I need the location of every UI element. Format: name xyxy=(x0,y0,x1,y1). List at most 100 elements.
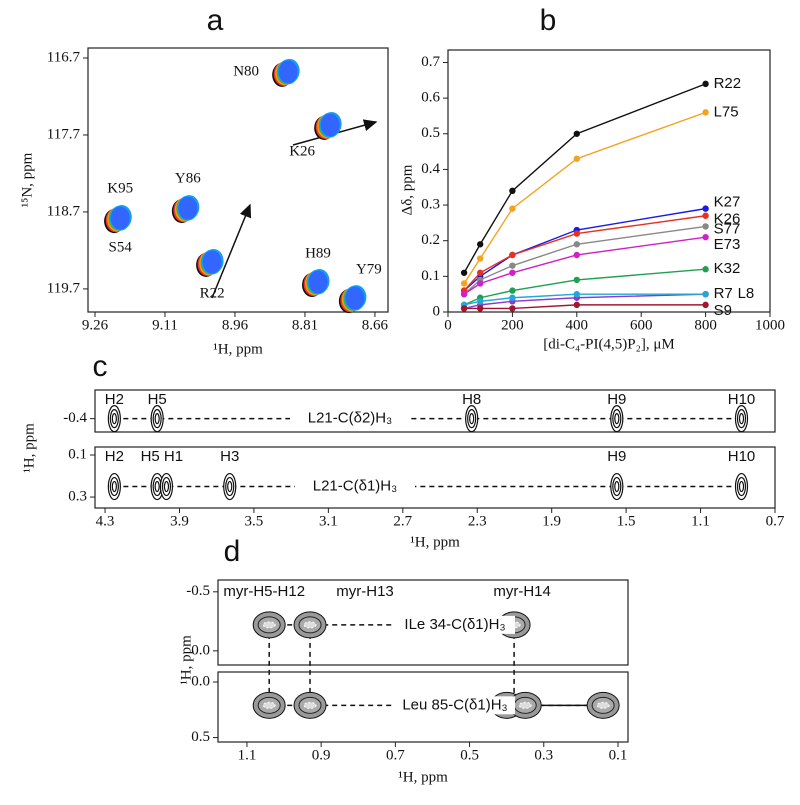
series-label: E73 xyxy=(714,236,741,253)
peak xyxy=(303,621,317,629)
series-label: R7 xyxy=(714,285,733,302)
plot-frame xyxy=(87,47,389,313)
peak-label: myr-H5-H12 xyxy=(223,583,305,600)
data-point xyxy=(477,255,484,262)
y-tick-label: 0.3 xyxy=(68,488,87,504)
contour-ring xyxy=(612,476,622,497)
x-tick-label: 9.26 xyxy=(82,317,109,333)
peak-label: K95 xyxy=(107,181,133,197)
peak-label: H10 xyxy=(728,448,756,465)
data-point xyxy=(509,269,516,276)
peak-label: H89 xyxy=(305,245,331,261)
shift-arrow xyxy=(211,203,252,299)
series-label: K26 xyxy=(714,211,741,228)
data-point xyxy=(509,287,516,294)
x-tick-label: 0.7 xyxy=(766,513,785,529)
x-tick-label: 1000 xyxy=(755,317,785,333)
data-point xyxy=(702,205,709,212)
y-tick-label: 117.7 xyxy=(47,126,81,142)
contour-ring xyxy=(109,409,119,429)
peak xyxy=(738,413,745,425)
peak xyxy=(319,112,341,138)
data-point xyxy=(477,269,484,276)
data-point xyxy=(509,262,516,269)
fit-line xyxy=(463,236,706,295)
contour-ring xyxy=(109,476,119,497)
x-tick-label: 1.1 xyxy=(238,747,257,763)
x-tick-label: 800 xyxy=(694,317,717,333)
y-tick-label: 0.1 xyxy=(421,268,440,284)
peak xyxy=(277,59,299,85)
peak-label: N80 xyxy=(233,63,259,79)
y-tick-label: 0.4 xyxy=(421,161,440,177)
y-axis-label: ¹⁵N, ppm xyxy=(19,152,35,207)
peak xyxy=(109,205,131,231)
peak-label: myr-H14 xyxy=(493,583,551,600)
peak-label: H2 xyxy=(105,391,124,408)
peak xyxy=(111,480,117,493)
peak xyxy=(201,249,223,275)
data-point xyxy=(702,109,709,116)
panel-letter: b xyxy=(540,4,557,37)
data-point xyxy=(702,80,709,88)
plot-frame xyxy=(217,671,629,743)
fit-line xyxy=(464,304,706,310)
x-tick-label: 1.9 xyxy=(542,513,561,529)
plot-frame xyxy=(94,389,776,433)
peak-label: H9 xyxy=(607,391,626,408)
contour-ring xyxy=(225,476,235,497)
data-point xyxy=(573,290,580,298)
series-label: K27 xyxy=(714,194,741,211)
x-tick-label: 4.3 xyxy=(96,513,115,529)
peak xyxy=(154,480,160,493)
peak xyxy=(177,195,199,221)
y-tick-label: -0.5 xyxy=(186,583,210,599)
series-label: K32 xyxy=(714,260,741,277)
x-tick-label: 0.9 xyxy=(312,747,331,763)
x-tick-label: 200 xyxy=(501,317,524,333)
y-tick-label: 0.1 xyxy=(68,446,87,462)
x-tick-label: 0.7 xyxy=(386,747,405,763)
y-tick-label: 0.0 xyxy=(191,673,210,689)
plot-frame xyxy=(94,446,776,509)
x-tick-label: 2.3 xyxy=(468,513,487,529)
fit-line xyxy=(463,111,706,284)
plot-frame xyxy=(217,579,629,666)
x-tick-label: 1.1 xyxy=(691,513,710,529)
x-axis-label: ¹H, ppm xyxy=(410,534,460,550)
peak-label: Y79 xyxy=(356,262,382,278)
x-tick-label: 8.96 xyxy=(222,317,249,333)
y-axis-label: ¹H, ppm xyxy=(178,635,194,685)
series-label: S9 xyxy=(714,302,732,319)
x-tick-label: 2.7 xyxy=(393,513,412,529)
data-point xyxy=(509,305,516,312)
y-tick-label: -0.4 xyxy=(63,410,87,426)
data-point xyxy=(477,305,484,312)
y-tick-label: 118.7 xyxy=(47,203,81,219)
annotation: ILe 34-C(δ1)H₃ xyxy=(404,616,505,633)
data-point xyxy=(509,294,516,301)
contour-ring xyxy=(467,409,477,429)
panel-letter: c xyxy=(93,350,108,383)
peak-label: S54 xyxy=(109,240,133,256)
contour-ring xyxy=(612,409,622,429)
x-tick-label: 0 xyxy=(444,317,452,333)
data-point xyxy=(573,301,580,309)
data-point xyxy=(460,269,468,276)
peak-label: H5 xyxy=(148,391,167,408)
x-tick-label: 3.1 xyxy=(319,513,338,529)
data-point xyxy=(573,251,580,259)
peak xyxy=(262,701,276,709)
data-point xyxy=(509,187,516,195)
annotation: L21-C(δ2)H₃ xyxy=(308,410,392,427)
peak xyxy=(518,701,532,709)
data-point xyxy=(573,155,580,162)
data-point xyxy=(702,301,709,309)
y-axis-label: ¹H, ppm xyxy=(21,423,37,473)
fit-line xyxy=(463,83,706,274)
y-tick-label: 0.5 xyxy=(191,729,210,745)
peak-label: H8 xyxy=(462,391,481,408)
plot-frame xyxy=(447,49,771,313)
series-label: L8 xyxy=(738,285,755,302)
peak xyxy=(227,480,233,493)
